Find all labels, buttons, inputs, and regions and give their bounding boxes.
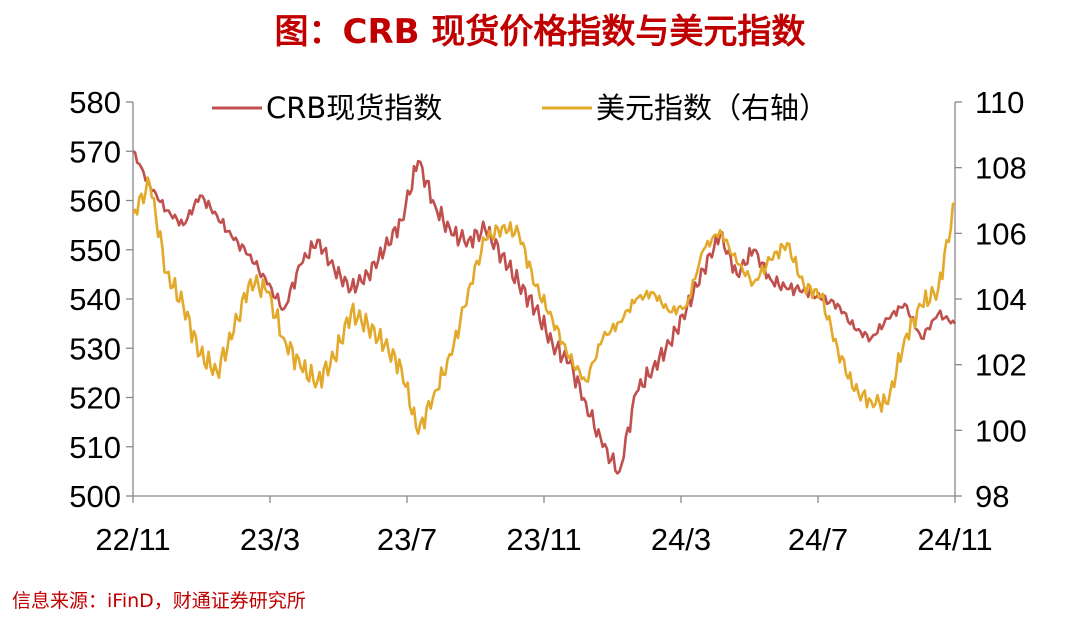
x-tick-label: 24/3 [651, 522, 711, 557]
y-left-tick-label: 580 [69, 85, 121, 120]
y-left-tick-label: 520 [69, 381, 121, 416]
y-left-tick-label: 500 [69, 479, 121, 514]
x-tick-label: 23/11 [506, 522, 581, 557]
legend-label: 美元指数（右轴） [596, 91, 828, 125]
x-tick-label: 24/11 [917, 522, 992, 557]
y-right-tick-label: 102 [975, 348, 1027, 383]
source-note: 信息来源：iFinD，财通证券研究所 [12, 590, 306, 612]
y-right-tick-label: 108 [975, 151, 1027, 186]
series-line [131, 176, 956, 435]
y-right-tick-label: 106 [975, 216, 1027, 251]
axes: 500 510 520 530 540 550 560 570 580 98 100 102 104 10… [69, 85, 1026, 557]
y-right-tick-label: 100 [975, 413, 1027, 448]
x-tick-label: 24/7 [788, 522, 848, 557]
series-layer [131, 150, 957, 475]
series-line [132, 150, 957, 475]
y-left-tick-label: 560 [69, 184, 121, 219]
y-left-tick-label: 510 [69, 430, 121, 465]
chart-title: 图：CRB 现货价格指数与美元指数 [274, 12, 806, 52]
y-right-tick-label: 110 [975, 85, 1024, 120]
x-tick-label: 23/3 [240, 522, 300, 557]
y-left-tick-label: 530 [69, 331, 121, 366]
y-right-tick-label: 104 [975, 282, 1027, 317]
y-right-tick-label: 98 [975, 479, 1009, 514]
y-left-tick-label: 550 [69, 233, 121, 268]
legend: CRB现货指数 美元指数（右轴） [212, 91, 828, 125]
legend-label: CRB现货指数 [266, 91, 442, 125]
x-tick-label: 22/11 [95, 522, 170, 557]
y-left-tick-label: 540 [69, 282, 121, 317]
y-left-tick-label: 570 [69, 134, 121, 169]
x-tick-label: 23/7 [377, 522, 437, 557]
